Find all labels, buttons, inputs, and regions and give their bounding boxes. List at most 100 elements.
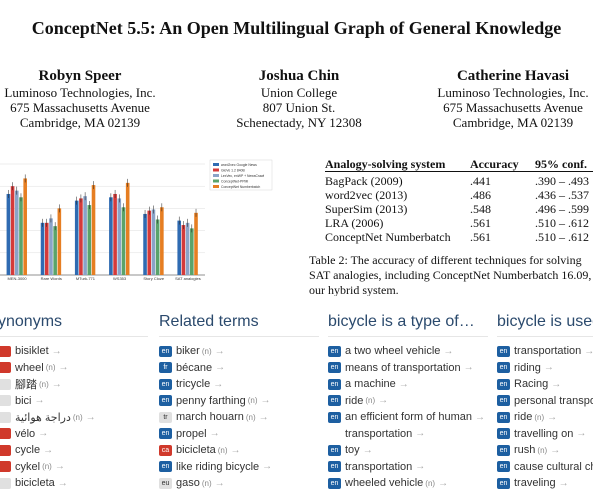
term-link[interactable]: gaso xyxy=(176,477,200,490)
term-item[interactable]: en transportation → xyxy=(497,343,593,360)
term-link[interactable]: wheel xyxy=(15,361,44,374)
term-item[interactable]: 腳踏 (n) → xyxy=(0,376,148,393)
term-link[interactable]: biker xyxy=(176,345,200,358)
arrow-right-icon: → xyxy=(51,378,62,390)
term-item[interactable]: cykel (n) → xyxy=(0,459,148,476)
arrow-right-icon: → xyxy=(551,378,562,390)
term-item[interactable]: دراجة هوائية (n) → xyxy=(0,409,148,426)
bar xyxy=(177,220,182,275)
arrow-right-icon: → xyxy=(260,395,271,407)
term-item[interactable]: wheel (n) → xyxy=(0,360,148,377)
evaluation-bar-chart: MEN-3000 Rare Words MTurk-771 WS353 Story Cl… xyxy=(0,159,273,281)
term-item[interactable]: en tricycle → xyxy=(159,376,319,393)
language-badge: en xyxy=(159,428,172,440)
type-of-column: bicycle is a type of… en a two wheel vehic… xyxy=(328,296,488,492)
term-item[interactable]: en propel → xyxy=(159,426,319,443)
term-link[interactable]: bécane xyxy=(176,361,213,374)
term-item[interactable]: ca bicicleta (n) → xyxy=(159,442,319,459)
term-item[interactable]: en traveling → xyxy=(497,475,593,492)
bar xyxy=(19,197,23,275)
term-link[interactable]: march houarn xyxy=(176,411,244,424)
term-item[interactable]: bicicleta → xyxy=(0,475,148,492)
term-link[interactable]: cycle xyxy=(15,444,41,457)
term-item[interactable]: bisiklet → xyxy=(0,343,148,360)
term-item[interactable]: en like riding bicycle → xyxy=(159,459,319,476)
term-item[interactable]: cycle → xyxy=(0,442,148,459)
term-link[interactable]: دراجة هوائية xyxy=(15,411,71,424)
term-link[interactable]: Racing xyxy=(514,378,549,391)
term-item[interactable]: vélo → xyxy=(0,426,148,443)
table-cell: .561 xyxy=(470,216,491,230)
term-item[interactable]: en ride (n) → xyxy=(328,393,488,410)
table-cell: .496 – .599 xyxy=(535,202,589,216)
arrow-right-icon: → xyxy=(214,477,225,489)
term-item[interactable]: en travelling on → xyxy=(497,426,593,443)
table-cell: .510 – .612 xyxy=(535,230,589,244)
x-tick-label: WS353 xyxy=(113,276,127,281)
term-list: en transportation → en riding → en Racing → en per… xyxy=(497,343,593,492)
bar xyxy=(6,193,11,275)
term-link[interactable]: cause cultural cha xyxy=(514,460,593,473)
term-link[interactable]: propel xyxy=(176,427,207,440)
term-link[interactable]: travelling on xyxy=(514,427,574,440)
term-link[interactable]: a two wheel vehicle xyxy=(345,345,441,358)
term-link[interactable]: a machine xyxy=(345,378,396,391)
term-item[interactable]: tr march houarn (n) → xyxy=(159,409,319,426)
term-link[interactable]: transportation xyxy=(345,460,413,473)
term-item[interactable]: en wheeled vehicle (n) → xyxy=(328,475,488,492)
term-item[interactable]: en toy → xyxy=(328,442,488,459)
term-item[interactable]: en biker (n) → xyxy=(159,343,319,360)
term-link[interactable]: tricycle xyxy=(176,378,211,391)
term-link[interactable]: personal transport xyxy=(514,394,593,407)
bar xyxy=(121,207,126,275)
arrow-right-icon: → xyxy=(584,345,593,357)
term-link[interactable]: transportation xyxy=(345,427,413,440)
term-link[interactable]: penny farthing xyxy=(176,394,246,407)
term-link[interactable]: transportation xyxy=(514,345,582,358)
term-item[interactable]: transportation → xyxy=(328,426,488,443)
term-link[interactable]: vélo xyxy=(15,427,36,440)
language-badge: en xyxy=(497,444,510,456)
arrow-right-icon: → xyxy=(230,444,241,456)
term-link[interactable]: cykel xyxy=(15,460,41,473)
term-item[interactable]: en means of transportation → xyxy=(328,360,488,377)
bar xyxy=(74,200,79,275)
table-cell: SuperSim (2013) xyxy=(325,202,408,216)
term-link[interactable]: like riding bicycle xyxy=(176,460,260,473)
term-item[interactable]: en a two wheel vehicle → xyxy=(328,343,488,360)
term-item[interactable]: bici → xyxy=(0,393,148,410)
results-table: Analogy-solving system Accuracy 95% conf… xyxy=(325,157,593,244)
term-item[interactable]: eu gaso (n) → xyxy=(159,475,319,492)
term-link[interactable]: bicicleta xyxy=(15,477,55,490)
bar xyxy=(194,212,198,275)
term-link[interactable]: wheeled vehicle xyxy=(345,477,424,490)
term-link[interactable]: bici xyxy=(15,394,32,407)
term-link[interactable]: toy xyxy=(345,444,360,457)
term-item[interactable]: en transportation → xyxy=(328,459,488,476)
language-badge: en xyxy=(497,461,510,473)
term-link[interactable]: 腳踏 xyxy=(15,379,37,392)
term-link[interactable]: means of transportation xyxy=(345,361,461,374)
term-link[interactable]: bicicleta xyxy=(176,444,216,457)
table-cell: .486 xyxy=(470,188,491,202)
term-item[interactable]: en an efficient form of human → xyxy=(328,409,488,426)
term-item[interactable]: en a machine → xyxy=(328,376,488,393)
term-link[interactable]: riding xyxy=(514,361,541,374)
term-item[interactable]: en Racing → xyxy=(497,376,593,393)
term-link[interactable]: traveling xyxy=(514,477,556,490)
term-link[interactable]: bisiklet xyxy=(15,345,49,358)
term-link[interactable]: ride xyxy=(514,411,533,424)
term-item[interactable]: en riding → xyxy=(497,360,593,377)
term-link[interactable]: rush xyxy=(514,444,536,457)
term-link[interactable]: an efficient form of human xyxy=(345,411,472,424)
language-badge: en xyxy=(328,378,341,390)
term-item[interactable]: en rush (n) → xyxy=(497,442,593,459)
synonyms-column: ynonyms bisiklet → wheel (n) → 腳踏 (n) → bici → دراج… xyxy=(0,296,148,492)
term-item[interactable]: fr bécane → xyxy=(159,360,319,377)
term-item[interactable]: en ride (n) → xyxy=(497,409,593,426)
arrow-right-icon: → xyxy=(54,461,65,473)
term-item[interactable]: en penny farthing (n) → xyxy=(159,393,319,410)
term-link[interactable]: ride xyxy=(345,394,364,407)
